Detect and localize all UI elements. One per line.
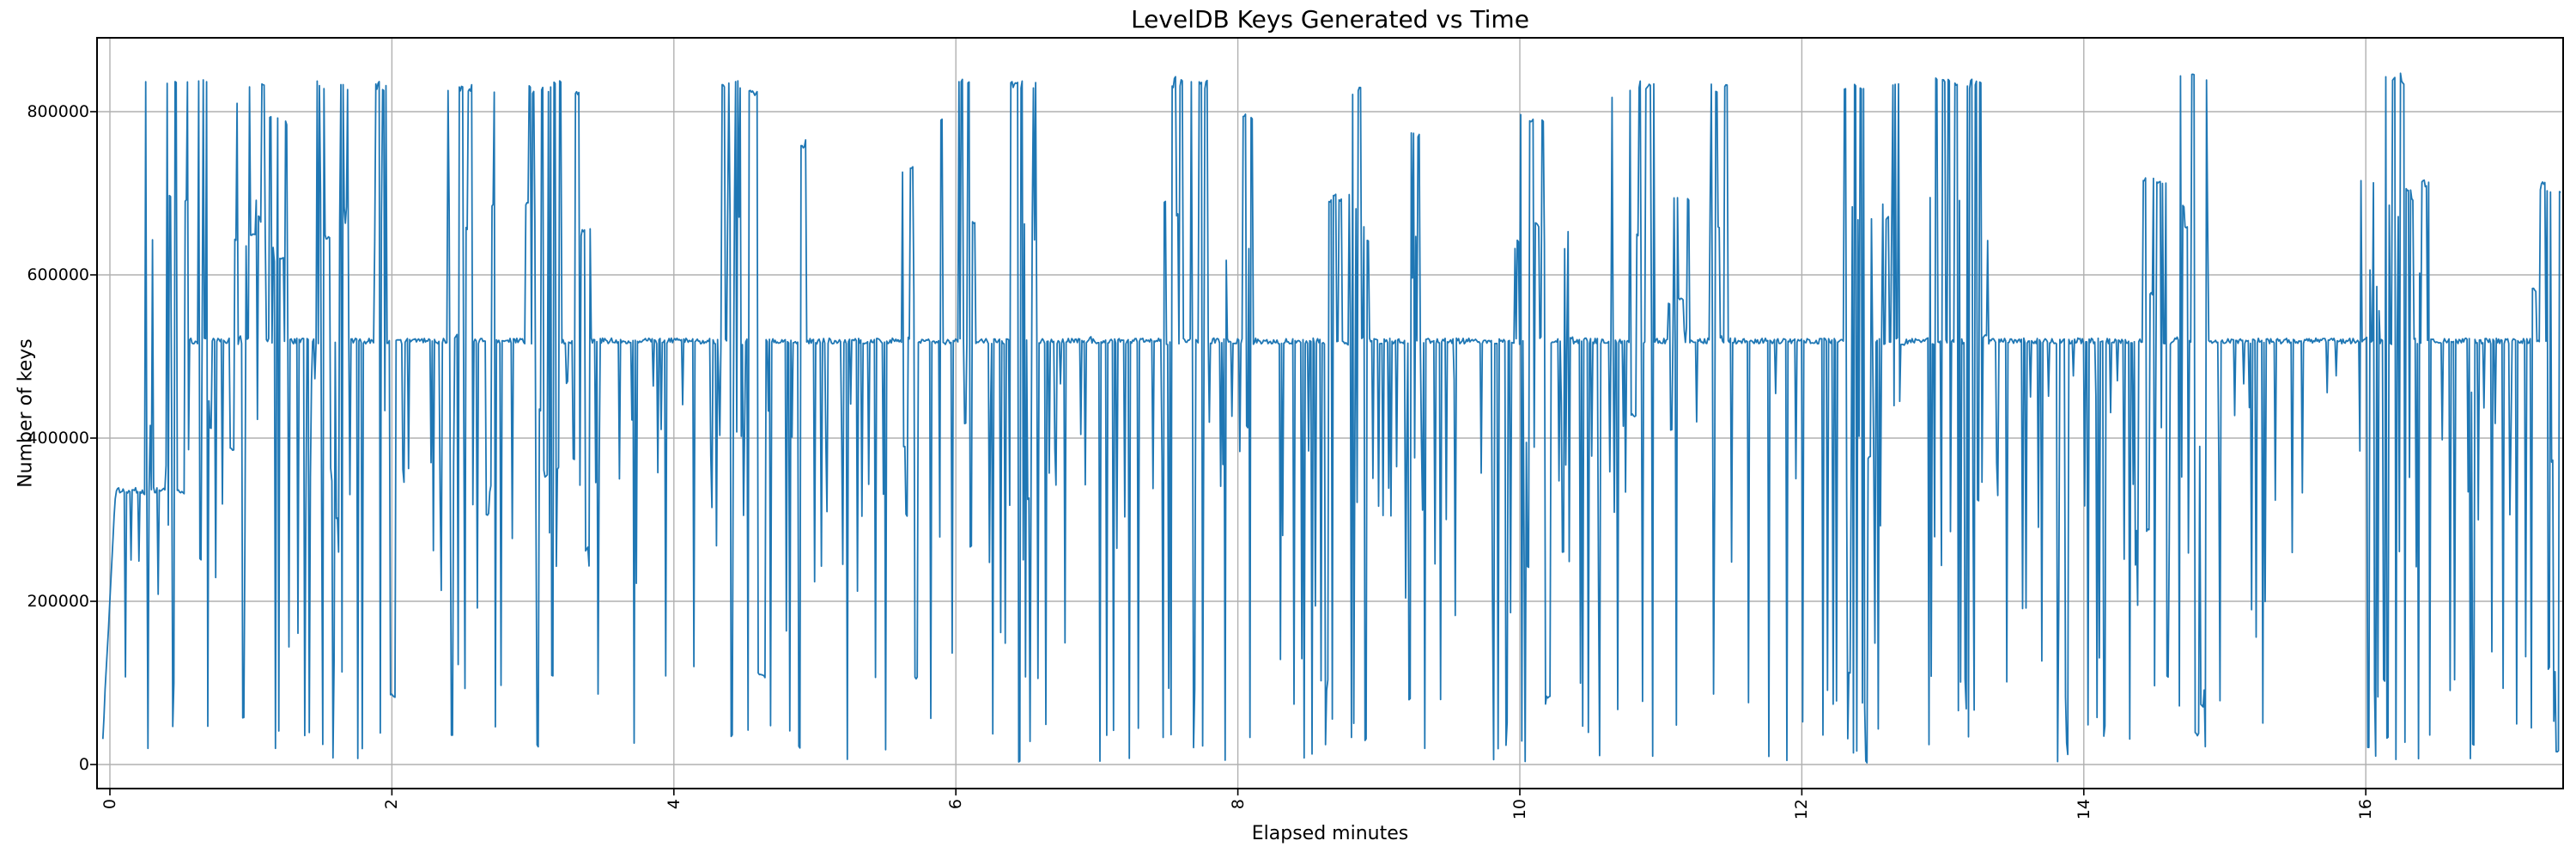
y-tick-label: 800000	[27, 102, 89, 121]
y-axis-label: Number of keys	[15, 338, 37, 488]
y-tick-label: 600000	[27, 265, 89, 284]
x-tick-label: 16	[2356, 799, 2376, 820]
series-line	[101, 72, 2561, 764]
x-tick-label: 4	[664, 799, 683, 810]
axes-frame	[96, 37, 2564, 789]
x-tick-label: 6	[946, 799, 966, 810]
chart-title: LevelDB Keys Generated vs Time	[1131, 5, 1529, 34]
x-tick-label: 14	[2074, 799, 2093, 820]
x-tick-label: 0	[100, 799, 119, 810]
x-axis-label: Elapsed minutes	[1251, 823, 1409, 844]
x-tick-label: 10	[1510, 799, 1529, 820]
y-tick-label: 400000	[27, 429, 89, 448]
x-tick-label: 2	[382, 799, 402, 810]
x-tick-label: 8	[1228, 799, 1248, 810]
y-tick-label: 0	[78, 755, 89, 774]
y-tick-label: 200000	[27, 592, 89, 611]
x-tick-label: 12	[1792, 799, 1812, 820]
